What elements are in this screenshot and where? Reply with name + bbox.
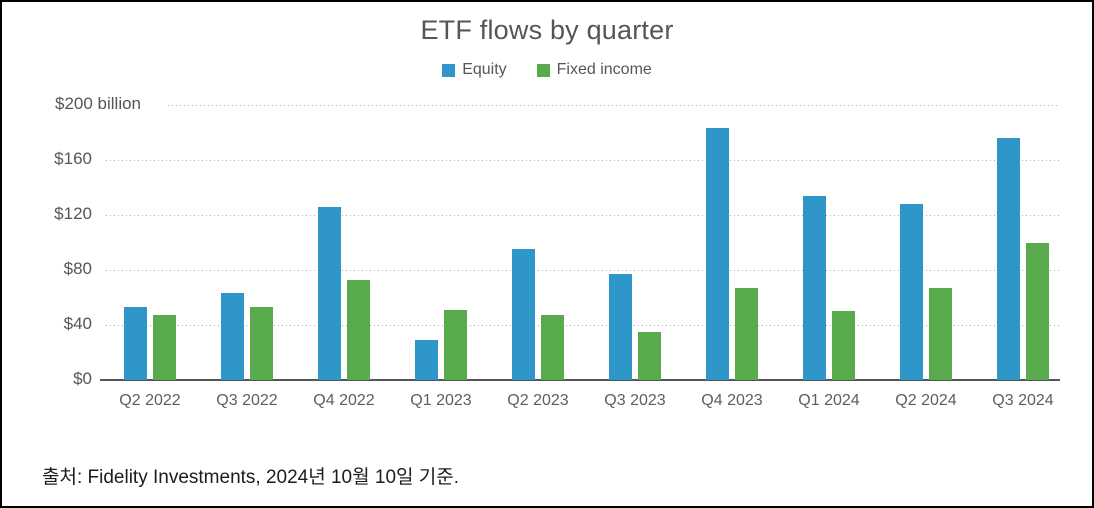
legend-item-equity: Equity (442, 61, 507, 79)
gridline (106, 269, 1060, 271)
bar-group (318, 206, 370, 380)
x-axis-label: Q2 2022 (119, 392, 181, 409)
gridline (106, 159, 1060, 161)
bar-fixed-income (638, 331, 661, 380)
y-axis-tick-label: $120 (54, 204, 92, 223)
bar-equity (512, 249, 535, 380)
plot-area: $200 billion $160 $120 $80 $40 $0 Q2 2022 Q3 20… (54, 94, 1060, 409)
x-axis-label: Q2 2024 (895, 392, 957, 409)
bar-fixed-income (250, 307, 273, 380)
legend-item-fixed-income: Fixed income (536, 61, 652, 79)
chart-title: ETF flows by quarter (420, 15, 674, 45)
bar-equity (803, 195, 826, 380)
legend: Equity Fixed income (2, 61, 1092, 79)
x-axis-label: Q4 2022 (313, 392, 375, 409)
bar-equity (997, 138, 1020, 380)
y-axis-tick-label: $80 (63, 259, 92, 278)
bar-group (803, 195, 855, 380)
x-axis-label: Q1 2024 (798, 392, 860, 409)
bar-equity (124, 307, 147, 380)
x-axis-label: Q3 2023 (604, 392, 666, 409)
legend-swatch-fixed-income-icon (536, 63, 550, 77)
y-axis-tick-label: $0 (73, 369, 92, 388)
bar-group (706, 128, 758, 380)
bar-group (415, 309, 467, 380)
bar-equity (609, 274, 632, 380)
bar-group (900, 204, 952, 380)
bar-fixed-income (541, 315, 564, 380)
bar-fixed-income (153, 315, 176, 380)
bar-fixed-income (1026, 242, 1049, 380)
bar-fixed-income (444, 309, 467, 380)
legend-label-equity: Equity (462, 61, 507, 78)
bar-group (997, 138, 1049, 380)
bar-equity (221, 293, 244, 380)
bar-equity (318, 206, 341, 380)
bar-group (221, 293, 273, 380)
bar-fixed-income (832, 311, 855, 380)
bar-fixed-income (929, 287, 952, 380)
y-axis-tick-label: $160 (54, 149, 92, 168)
gridline (106, 214, 1060, 216)
gridline (106, 324, 1060, 326)
x-axis-label: Q1 2023 (410, 392, 472, 409)
x-axis-label: Q3 2022 (216, 392, 278, 409)
bar-fixed-income (735, 287, 758, 380)
source-note: 출처: Fidelity Investments, 2024년 10월 10일 … (42, 467, 460, 488)
x-axis-line (100, 379, 1060, 381)
legend-label-fixed-income: Fixed income (556, 61, 652, 78)
bar-equity (706, 128, 729, 380)
bar-fixed-income (347, 279, 370, 380)
legend-swatch-equity-icon (442, 63, 456, 77)
bar-group (124, 307, 176, 380)
bar-group (609, 274, 661, 380)
gridline (168, 104, 1060, 106)
x-axis-label: Q4 2023 (701, 392, 763, 409)
y-axis-tick-label: $200 billion (55, 94, 142, 113)
x-axis-label: Q2 2023 (507, 392, 569, 409)
y-axis-tick-label: $40 (63, 314, 92, 333)
bar-group (512, 249, 564, 380)
bar-equity (415, 340, 438, 380)
x-axis-label: Q3 2024 (992, 392, 1054, 409)
bar-equity (900, 204, 923, 380)
